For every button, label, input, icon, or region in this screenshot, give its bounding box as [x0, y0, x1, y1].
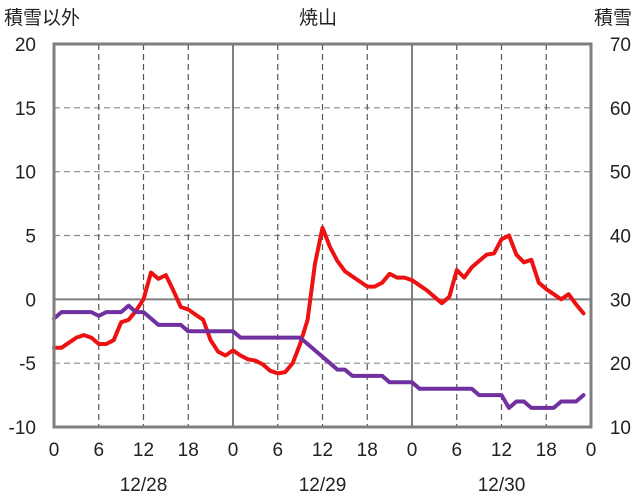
date-label: 12/28 [120, 475, 168, 496]
y-left-tick-label: 20 [15, 35, 36, 56]
series-line-left-axis [52, 225, 586, 376]
x-tick-label: 0 [407, 440, 418, 461]
y-right-tick-label: 50 [610, 163, 631, 184]
y-left-tick-label: -5 [19, 354, 36, 375]
y-left-tick-label: 10 [15, 163, 36, 184]
date-label: 12/30 [478, 475, 526, 496]
x-tick-label: 6 [93, 440, 104, 461]
series-layer [52, 225, 586, 410]
x-tick-label: 12 [491, 440, 512, 461]
left-axis-title: 積雪以外 [4, 7, 80, 29]
y-left-tick-label: 5 [25, 227, 36, 248]
x-tick-label: 0 [586, 440, 597, 461]
y-right-tick-label: 60 [610, 99, 631, 120]
plot-frame [52, 42, 593, 429]
y-left-tick-label: -10 [9, 418, 36, 439]
y-left-tick-label: 0 [25, 290, 36, 311]
x-tick-label: 18 [357, 440, 378, 461]
x-tick-label: 12 [133, 440, 154, 461]
y-right-tick-label: 20 [610, 354, 631, 375]
x-tick-label: 0 [228, 440, 239, 461]
y-right-tick-label: 70 [610, 35, 631, 56]
x-tick-label: 18 [178, 440, 199, 461]
x-tick-label: 6 [272, 440, 283, 461]
x-tick-label: 6 [451, 440, 462, 461]
right-axis-title: 積雪 [594, 7, 632, 29]
x-tick-label: 18 [536, 440, 557, 461]
chart-title: 焼山 [299, 7, 337, 29]
series-line-snow-depth [52, 303, 586, 410]
x-tick-label: 0 [49, 440, 60, 461]
y-right-tick-label: 30 [610, 290, 631, 311]
y-right-tick-label: 10 [610, 418, 631, 439]
x-tick-label: 12 [312, 440, 333, 461]
date-label: 12/29 [299, 475, 347, 496]
y-left-tick-label: 15 [15, 99, 36, 120]
y-right-tick-label: 40 [610, 227, 631, 248]
